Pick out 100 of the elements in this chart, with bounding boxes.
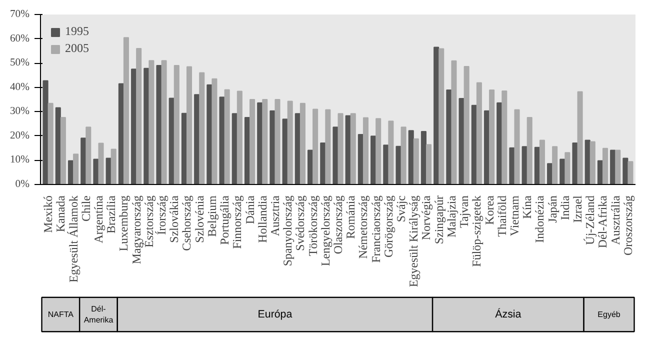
y-tick-label: 60% <box>10 33 30 44</box>
bar <box>42 80 48 184</box>
x-tick-label: Izrael <box>570 194 585 223</box>
x-tick-label: Portugália <box>218 194 232 245</box>
bar <box>396 146 402 184</box>
x-tick-label: Belgium <box>204 194 219 237</box>
x-tick-label: Chile <box>78 196 93 222</box>
x-tick-label: Japán <box>545 195 560 223</box>
bar <box>224 89 230 184</box>
bar <box>219 96 225 184</box>
bar <box>156 65 162 184</box>
bar <box>471 104 477 184</box>
bar <box>362 117 368 184</box>
x-tick-label: Románia <box>344 194 358 239</box>
bar <box>55 107 61 184</box>
bar <box>118 83 124 184</box>
x-tick-label: Csehország <box>180 195 194 251</box>
bar <box>274 99 280 184</box>
bar <box>420 131 426 184</box>
text: Ázsia <box>495 308 522 320</box>
bar <box>136 48 142 184</box>
legend-label: 1995 <box>65 24 89 39</box>
bar <box>168 98 174 184</box>
x-tick-label: Tajvan <box>457 195 472 228</box>
bar <box>161 60 167 184</box>
text: Egyéb <box>598 310 621 319</box>
legend-label: 2005 <box>65 41 89 56</box>
y-tick-label: 10% <box>10 154 30 166</box>
bar <box>186 66 192 184</box>
bar <box>590 141 596 184</box>
bar <box>597 160 603 184</box>
x-tick-label: Svédország <box>293 195 308 251</box>
bar <box>93 158 99 184</box>
bar <box>250 99 256 184</box>
text: NAFTA <box>48 310 74 319</box>
bar <box>383 144 389 184</box>
bar <box>577 91 583 184</box>
bar <box>232 113 238 184</box>
bar <box>572 142 578 184</box>
bar <box>332 126 338 184</box>
bar <box>464 66 470 184</box>
bar <box>206 84 212 184</box>
bar <box>48 102 54 184</box>
x-tick-label: Kanada <box>54 194 68 232</box>
bar <box>294 113 300 184</box>
bar <box>73 154 79 184</box>
x-tick-label: Németország <box>356 195 370 259</box>
x-tick-label: Olaszország <box>331 196 345 254</box>
x-tick-label: Új-Zéland <box>583 196 598 245</box>
x-tick-label: Írország <box>154 196 169 235</box>
bar <box>262 99 268 184</box>
bar <box>194 94 200 184</box>
bar <box>539 140 545 184</box>
x-tick-label: Franciaország <box>368 195 383 263</box>
bar <box>110 148 116 184</box>
bar <box>584 140 590 184</box>
x-tick-label: India <box>558 194 572 220</box>
bar <box>131 68 137 184</box>
bar <box>282 118 288 184</box>
bar <box>257 102 263 184</box>
bar <box>489 90 495 184</box>
bar <box>338 113 344 184</box>
bar <box>560 158 566 184</box>
bar <box>376 118 382 184</box>
x-tick-label: Spanyolország <box>280 195 295 266</box>
bar <box>438 48 444 184</box>
bar <box>325 109 331 184</box>
x-tick-label: Észtország <box>142 195 156 248</box>
x-tick-label: Egyesült Államok <box>66 195 80 282</box>
bar <box>514 109 520 184</box>
bar <box>350 113 356 184</box>
bar <box>451 60 457 184</box>
bar <box>522 146 528 184</box>
y-tick-label: 30% <box>10 106 30 118</box>
bar <box>526 116 532 184</box>
x-tick-label: Egyesült Királyság <box>406 195 421 288</box>
x-tick-label: Thaiföld <box>494 195 509 237</box>
bar <box>484 110 490 184</box>
bar <box>408 130 414 184</box>
x-tick-label: Dél-Afrika <box>596 194 610 248</box>
y-tick-label: 0% <box>15 179 30 190</box>
x-tick-label: Dánia <box>242 194 257 224</box>
x-tick-label: Luxemburg <box>116 195 131 252</box>
bar <box>602 148 608 184</box>
bar <box>148 60 154 184</box>
x-tick-label: Szlovákia <box>167 194 182 243</box>
bar <box>199 72 205 184</box>
bar <box>388 120 394 184</box>
bar <box>552 146 558 184</box>
x-tick-label: Hollandia <box>255 194 270 243</box>
bar <box>236 90 242 184</box>
x-tick-label: Törökország <box>306 195 320 256</box>
x-tick-label: Malajzia <box>444 194 458 238</box>
bar <box>60 116 66 184</box>
x-tick-label: Mexikó <box>41 195 56 233</box>
bar <box>496 102 502 184</box>
x-tick-label: Görögország <box>381 195 396 258</box>
bar <box>370 136 376 184</box>
bar <box>287 100 293 184</box>
x-tick-label: Fülöp-szigetek <box>470 195 484 267</box>
